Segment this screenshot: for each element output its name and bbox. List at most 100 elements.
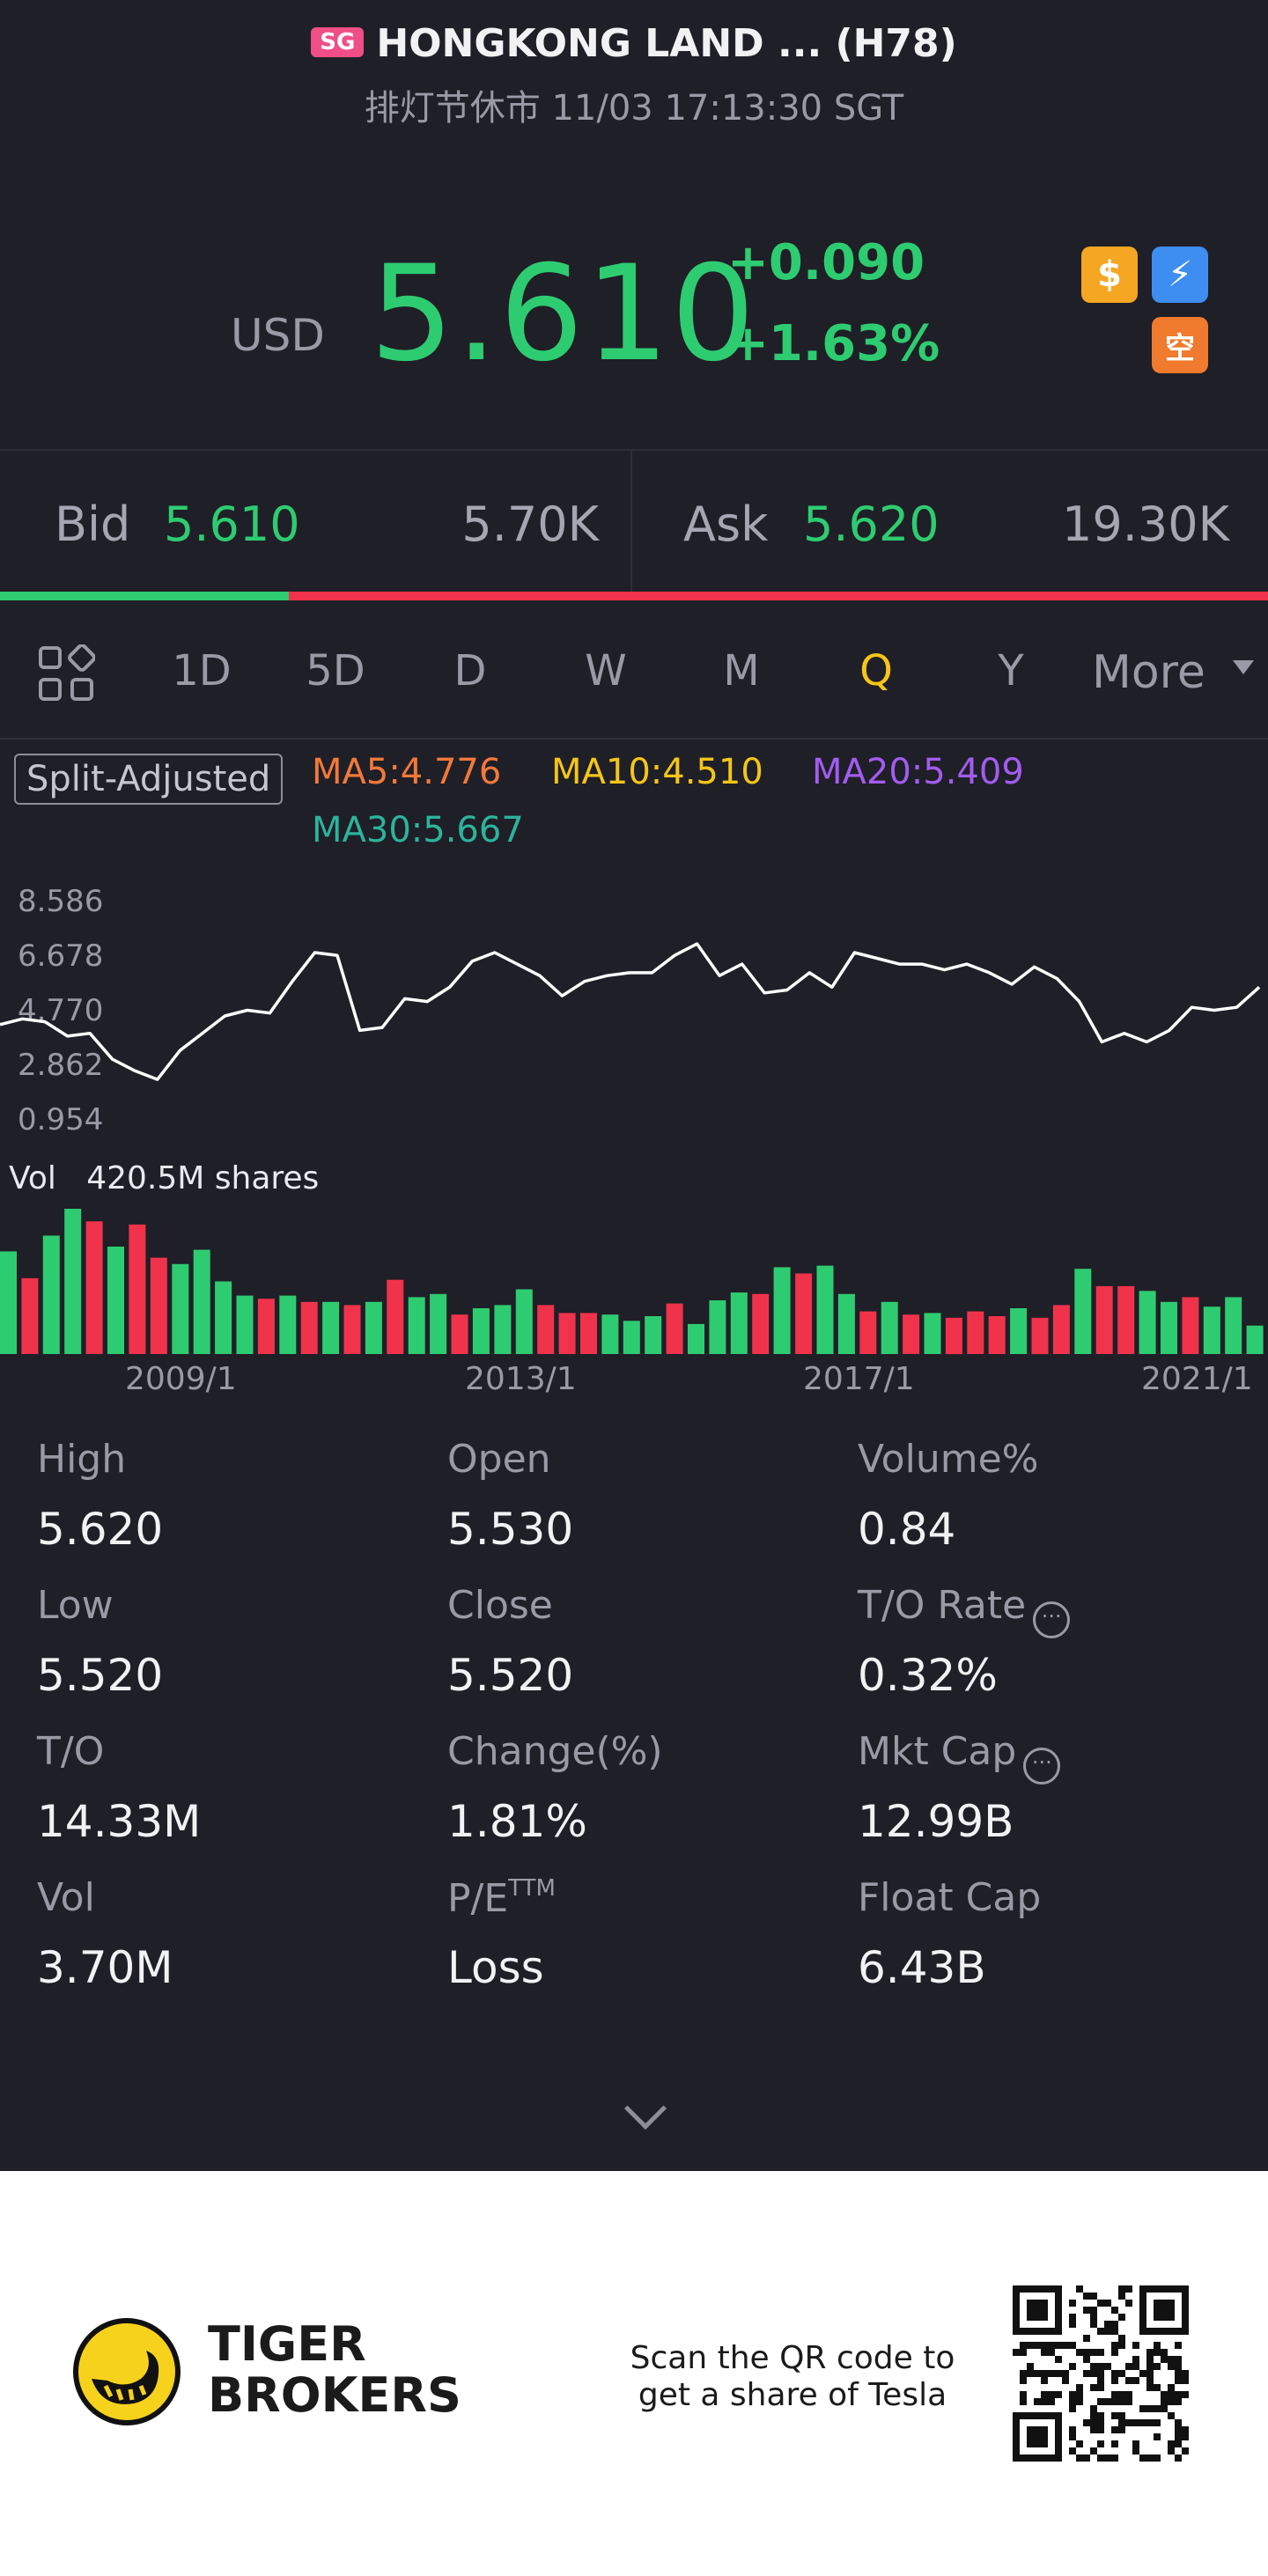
qr-module [1041,2426,1048,2433]
qr-module [1013,2426,1020,2433]
qr-module [1139,2285,1146,2293]
qr-module [1146,2328,1154,2335]
volume-bar [451,1314,468,1354]
qr-module [1154,2384,1161,2391]
qr-module [1168,2356,1175,2363]
qr-module [1013,2412,1020,2419]
qr-module [1090,2321,1097,2328]
stat-value: Loss [447,1942,544,1993]
bid-ask-depth-bar [0,592,1268,600]
volume-bar [1182,1297,1199,1354]
qr-module [1083,2455,1090,2462]
qr-module [1111,2398,1118,2405]
flash-icon[interactable]: ⚡ [1152,247,1208,303]
qr-module [1161,2391,1168,2398]
qr-module [1020,2285,1027,2293]
qr-module [1076,2285,1083,2293]
qr-module [1139,2321,1146,2328]
qr-module [1027,2412,1034,2419]
volume-bar [322,1301,340,1354]
y-tick-label: 6.678 [18,938,104,974]
qr-module [1154,2307,1161,2314]
qr-module [1055,2391,1062,2398]
period-tabs: 1D 5D D W M Q Y More [0,607,1268,740]
x-tick-label: 2009/1 [125,1361,237,1397]
qr-module [1055,2370,1062,2377]
qr-module [1168,2447,1175,2455]
qr-module [1154,2349,1161,2356]
stat-value: 14.33M [37,1796,202,1847]
stat-value: 5.520 [37,1650,164,1701]
volume-bar [515,1289,533,1354]
stat-label: Low [37,1583,114,1628]
qr-module [1097,2398,1104,2405]
qr-module [1111,2391,1118,2398]
tiger-logo-icon [73,2318,181,2425]
qr-module [1041,2412,1048,2419]
tab-d[interactable]: D [453,646,487,696]
qr-module [1154,2328,1161,2335]
volume-bar [107,1247,124,1354]
stat-label: T/O [37,1729,105,1774]
qr-module [1175,2426,1182,2433]
volume-bar [85,1221,103,1354]
tab-q[interactable]: Q [859,646,893,696]
volume-bar [1203,1306,1220,1354]
qr-module [1175,2356,1182,2363]
qr-module [1132,2419,1139,2426]
info-icon[interactable]: ··· [1033,1601,1071,1638]
stat-label: Mkt Cap ··· [858,1729,1227,1785]
volume-chart[interactable] [0,1197,1268,1356]
layout-grid-icon[interactable] [37,644,95,703]
tab-5d[interactable]: 5D [306,646,365,696]
qr-module [1104,2363,1111,2370]
qr-module [1069,2300,1076,2307]
brand-name: TIGER BROKERS [208,2319,461,2421]
qr-module [1111,2321,1118,2328]
short-sell-icon[interactable]: 空 [1152,317,1208,373]
qr-module [1090,2405,1097,2412]
volume-bar [924,1313,941,1354]
qr-module [1118,2391,1125,2398]
qr-module [1034,2300,1041,2307]
bid-ask-panel[interactable]: Bid 5.610 5.70K Ask 5.620 19.30K [0,451,1268,592]
tab-m[interactable]: M [723,646,760,696]
stat-label: Open [447,1437,551,1482]
qr-module [1048,2349,1055,2356]
volume-bar [1095,1285,1113,1354]
tab-more[interactable]: More [1092,646,1205,699]
qr-module [1069,2321,1076,2328]
dollar-icon[interactable]: $ [1081,247,1138,303]
stat-value: 5.530 [447,1504,574,1555]
tab-w[interactable]: W [585,646,627,696]
stat-label-text: Mkt Cap [858,1729,1017,1774]
qr-module [1175,2363,1182,2370]
tab-y[interactable]: Y [998,646,1024,696]
qr-module [1055,2412,1062,2419]
volume-bar [730,1292,748,1354]
qr-module [1048,2285,1055,2293]
volume-bar [623,1321,640,1354]
stat-open: Open 5.530 [447,1437,817,1555]
expand-chevron-icon[interactable] [623,2087,667,2131]
qr-module [1055,2307,1062,2314]
stat-label-text: T/O Rate [858,1583,1027,1628]
stat-label: High [37,1437,127,1482]
qr-module [1083,2335,1090,2342]
qr-module [1034,2433,1041,2440]
qr-module [1139,2370,1146,2377]
qr-module [1168,2398,1175,2405]
qr-module [1069,2398,1076,2405]
split-adjusted-toggle[interactable]: Split-Adjusted [14,754,284,805]
qr-module [1048,2328,1055,2335]
chevron-down-icon[interactable] [1233,660,1254,674]
qr-module [1168,2384,1175,2391]
info-icon[interactable]: ··· [1023,1748,1061,1785]
stat-label: Change(%) [447,1729,663,1774]
qr-module [1175,2391,1182,2398]
qr-module [1041,2328,1048,2335]
price-chart[interactable] [0,872,1268,1153]
volume-bar [1052,1305,1070,1354]
tab-1d[interactable]: 1D [172,646,232,696]
volume-bar [773,1267,791,1354]
